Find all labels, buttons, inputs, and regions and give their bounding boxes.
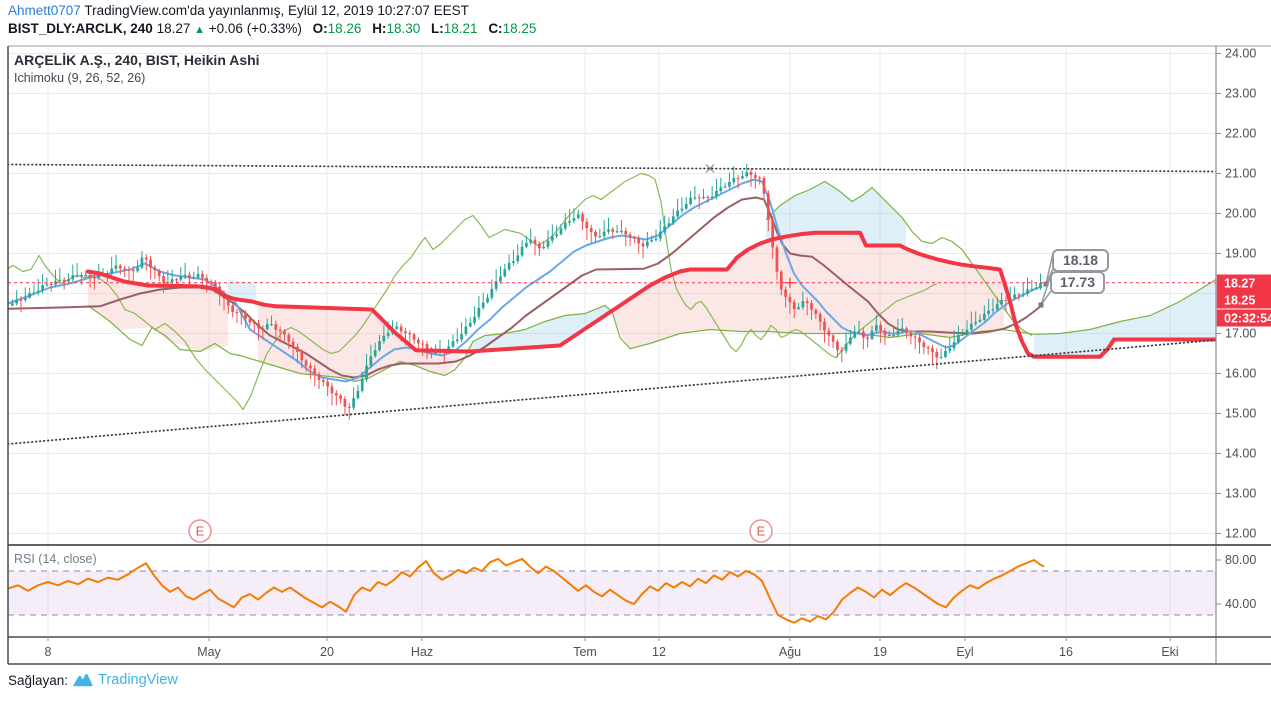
svg-text:8: 8 (45, 645, 52, 659)
publish-header: Ahmett0707 TradingView.com'da yayınlanmı… (8, 3, 469, 18)
svg-text:19: 19 (873, 645, 887, 659)
provider-footer: Sağlayan: TradingView (8, 672, 178, 688)
main-pane (8, 163, 1216, 445)
svg-text:16: 16 (1059, 645, 1073, 659)
svg-text:23.00: 23.00 (1225, 87, 1256, 101)
svg-text:Eki: Eki (1161, 645, 1178, 659)
symbol-name: BIST_DLY:ARCLK, 240 (8, 21, 153, 36)
high-value: 18.30 (386, 21, 421, 36)
published-text: TradingView.com'da yayınlanmış, Eylül 12… (84, 3, 469, 18)
earnings-marker[interactable]: E (188, 519, 212, 543)
svg-text:12.00: 12.00 (1225, 527, 1256, 541)
svg-text:20.00: 20.00 (1225, 207, 1256, 221)
earnings-marker[interactable]: E (749, 519, 773, 543)
rsi-line (8, 557, 1045, 624)
svg-text:18.25: 18.25 (1224, 294, 1255, 308)
tradingview-logo-icon[interactable] (72, 672, 94, 688)
svg-text:18.27: 18.27 (1224, 277, 1255, 291)
svg-text:13.00: 13.00 (1225, 487, 1256, 501)
price-axis (1216, 46, 1271, 664)
low-label: L: (431, 21, 444, 36)
green-arc-line (765, 180, 1033, 337)
symbol-ohlc-bar: BIST_DLY:ARCLK, 240 18.27 ▲ +0.06 (+0.33… (8, 21, 536, 36)
svg-text:17.73: 17.73 (1060, 274, 1095, 290)
svg-text:E: E (757, 524, 766, 539)
svg-text:19.00: 19.00 (1225, 247, 1256, 261)
close-label: C: (488, 21, 503, 36)
high-label: H: (372, 21, 387, 36)
open-label: O: (312, 21, 328, 36)
svg-text:Haz: Haz (411, 645, 433, 659)
senkou-a-line (87, 278, 1216, 383)
svg-text:17.00: 17.00 (1225, 327, 1256, 341)
up-triangle-icon: ▲ (194, 24, 206, 36)
last-price: 18.27 (156, 21, 191, 36)
senkou-b-line (86, 230, 1216, 359)
time-axis-labels[interactable]: 8 May 20 Haz Tem 12 Ağu 19 Eyl 16 Eki (45, 637, 1179, 659)
svg-text:40.00: 40.00 (1225, 597, 1256, 611)
price-axis-labels[interactable]: 24.00 23.00 22.00 21.00 20.00 19.00 17.00 16.00… (1216, 47, 1271, 612)
open-value: 18.26 (327, 21, 362, 36)
trendline-anchor-icon (705, 164, 715, 173)
provider-name[interactable]: TradingView (98, 672, 178, 688)
username-link[interactable]: Ahmett0707 (8, 3, 81, 18)
svg-text:22.00: 22.00 (1225, 127, 1256, 141)
svg-text:80.00: 80.00 (1225, 553, 1256, 567)
price-callout[interactable]: 18.18 (1043, 249, 1109, 287)
rsi-pane-label: RSI (14, close) (14, 552, 97, 566)
provider-label: Sağlayan: (8, 672, 69, 688)
svg-text:15.00: 15.00 (1225, 407, 1256, 421)
svg-text:E: E (196, 524, 205, 539)
svg-text:Tem: Tem (573, 645, 597, 659)
svg-text:16.00: 16.00 (1225, 367, 1256, 381)
low-value: 18.21 (443, 21, 478, 36)
svg-text:24.00: 24.00 (1225, 47, 1256, 61)
close-value: 18.25 (502, 21, 537, 36)
svg-text:21.00: 21.00 (1225, 167, 1256, 181)
chikou-line (8, 172, 938, 411)
svg-text:20: 20 (320, 645, 334, 659)
gridlines (8, 46, 1216, 637)
svg-text:18.18: 18.18 (1063, 252, 1098, 268)
chart-title: ARÇELİK A.Ş., 240, BIST, Heikin Ashi (14, 52, 260, 68)
rsi-pane (8, 557, 1216, 624)
price-chart[interactable]: E E 18.18 17.73 RSI (14, close) 24.00 23.00 22.… (0, 45, 1271, 670)
svg-text:May: May (197, 645, 221, 659)
svg-text:12: 12 (652, 645, 666, 659)
svg-text:02:32:54: 02:32:54 (1224, 312, 1271, 326)
trendline-0 (8, 163, 1216, 173)
svg-text:Eyl: Eyl (956, 645, 973, 659)
svg-text:Ağu: Ağu (779, 645, 801, 659)
price-callout[interactable]: 17.73 (1038, 271, 1105, 308)
chart-canvas[interactable]: E E 18.18 17.73 RSI (14, close) 24.00 23.00 22.… (0, 45, 1271, 665)
price-line-anchor-icon (785, 277, 795, 288)
indicator-title[interactable]: Ichimoku (9, 26, 52, 26) (14, 71, 146, 85)
svg-text:14.00: 14.00 (1225, 447, 1256, 461)
price-change: +0.06 (+0.33%) (208, 21, 302, 36)
